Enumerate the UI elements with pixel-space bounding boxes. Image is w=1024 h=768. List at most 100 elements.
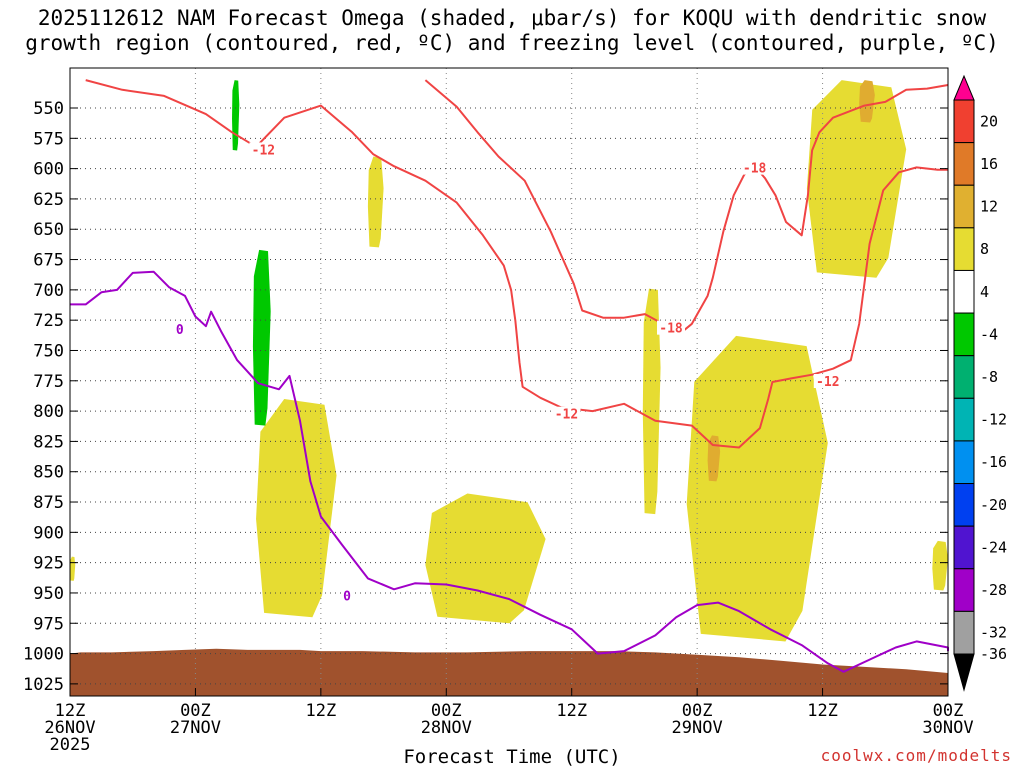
contour-label-bg-4 — [813, 374, 842, 388]
x-tick-label-0-1: 12Z — [55, 701, 86, 721]
contour-label-bg-3 — [552, 406, 581, 421]
x-tick-label-6-1: 12Z — [807, 701, 838, 721]
y-tick-label-7: 725 — [33, 311, 64, 331]
contour-line-1 — [424, 79, 949, 334]
credit-text: coolwx.com/modelts — [820, 746, 1012, 765]
y-tick-label-3: 625 — [33, 190, 64, 210]
contour-label-bg-2 — [657, 320, 686, 335]
y-axis: 550 575 600 625 650 675 700 725 750 775 800 825 850 8… — [23, 99, 948, 695]
x-tick-label-2-1: 12Z — [305, 701, 336, 721]
terrain-fill — [70, 648, 948, 696]
contour-label-1: -18 — [743, 162, 767, 177]
y-tick-label-15: 925 — [33, 554, 64, 574]
omega-shading — [70, 80, 948, 642]
contour-label-2: -18 — [659, 322, 683, 337]
omega-region-5 — [425, 493, 546, 624]
y-tick-label-14: 900 — [33, 523, 64, 543]
y-tick-label-11: 825 — [33, 432, 64, 452]
colorbar-bin-4 — [953, 269, 975, 314]
omega-region-3 — [707, 435, 721, 482]
colorbar-bin-2 — [953, 184, 975, 229]
plot-frame — [69, 67, 949, 697]
contour-label-bg-0 — [249, 142, 278, 157]
x-tick-label-1-1: 00Z — [180, 701, 211, 721]
chart-title: 2025112612 NAM Forecast Omega (shaded, μ… — [0, 6, 1024, 56]
title-line-2: growth region (contoured, red, ºC) and f… — [25, 31, 999, 55]
colorbar-bin-0 — [953, 99, 975, 144]
contour-label-bg-5 — [173, 321, 186, 336]
colorbar-bottom-arrow — [953, 653, 975, 692]
x-tick-label-0-2: 26NOV — [44, 718, 95, 738]
x-tick-label-5-1: 00Z — [682, 701, 713, 721]
omega-region-1 — [859, 80, 875, 123]
omega-region-0 — [806, 80, 907, 278]
colorbar-bin-9 — [953, 483, 975, 527]
colorbar-bin-7 — [953, 397, 975, 442]
omega-region-6 — [256, 398, 337, 618]
colorbar-label-13: -36 — [980, 645, 1007, 663]
colorbar-label-7: -12 — [980, 411, 1007, 429]
y-tick-label-5: 675 — [33, 251, 64, 271]
colorbar: 20 16 12 8 4 -4 -8 -12 -16 -20 -24 -28 -32 -36 — [953, 74, 1007, 692]
omega-region-8 — [932, 540, 948, 591]
colorbar-bin-11 — [953, 568, 975, 612]
omega-region-4 — [642, 288, 661, 515]
x-tick-label-0-3: 2025 — [50, 735, 91, 755]
y-tick-label-19: 1025 — [23, 675, 64, 695]
colorbar-label-2: 12 — [980, 198, 998, 216]
y-tick-label-16: 950 — [33, 584, 64, 604]
contour-label-bg-1 — [740, 160, 769, 175]
omega-region-10 — [232, 80, 240, 151]
y-tick-label-13: 875 — [33, 493, 64, 513]
y-tick-label-10: 800 — [33, 402, 64, 422]
colorbar-bin-8 — [953, 440, 975, 485]
y-tick-label-12: 850 — [33, 463, 64, 483]
y-tick-label-6: 700 — [33, 281, 64, 301]
x-tick-label-3-1: 00Z — [431, 701, 462, 721]
colorbar-bin-3 — [953, 227, 975, 271]
y-tick-label-0: 550 — [33, 99, 64, 119]
omega-region-11 — [252, 249, 271, 426]
x-tick-label-5-2: 29NOV — [672, 718, 723, 738]
colorbar-bin-12 — [953, 610, 975, 655]
colorbar-top-arrow — [953, 74, 975, 101]
contour-label-bg-6 — [340, 588, 353, 603]
y-tick-label-17: 975 — [33, 614, 64, 634]
terrain — [70, 648, 948, 696]
contour-labels: -12 -18 -18 -12 -12 0 0 — [173, 142, 842, 605]
colorbar-label-6: -8 — [980, 368, 998, 386]
title-line-1: 2025112612 NAM Forecast Omega (shaded, μ… — [37, 6, 987, 30]
y-tick-label-9: 775 — [33, 372, 64, 392]
contour-label-3: -12 — [555, 408, 578, 423]
colorbar-label-11: -28 — [980, 581, 1007, 599]
contour-line-2 — [70, 270, 949, 673]
colorbar-label-5: -4 — [980, 325, 998, 343]
colorbar-label-10: -24 — [980, 538, 1007, 556]
colorbar-bin-5 — [953, 312, 975, 357]
colorbar-bin-6 — [953, 355, 975, 399]
x-tick-label-7-2: 30NOV — [922, 718, 973, 738]
x-axis-label: Forecast Time (UTC) — [403, 746, 621, 768]
colorbar-label-8: -16 — [980, 453, 1007, 471]
x-tick-label-1-2: 27NOV — [170, 718, 221, 738]
contour-label-4: -12 — [816, 375, 839, 390]
omega-region-2 — [686, 335, 828, 642]
colorbar-label-0: 20 — [980, 112, 998, 130]
x-tick-label-7-1: 00Z — [933, 701, 964, 721]
y-tick-label-4: 650 — [33, 220, 64, 240]
omega-region-9 — [70, 556, 76, 581]
x-tick-label-4-1: 12Z — [556, 701, 587, 721]
contour-label-6: 0 — [343, 590, 351, 605]
colorbar-label-1: 16 — [980, 155, 998, 173]
y-tick-label-1: 575 — [33, 129, 64, 149]
colorbar-bin-1 — [953, 142, 975, 186]
omega-region-7 — [367, 156, 384, 248]
colorbar-label-3: 8 — [980, 240, 989, 258]
colorbar-bin-10 — [953, 525, 975, 570]
contour-label-0: -12 — [252, 143, 275, 158]
y-tick-label-18: 1000 — [23, 645, 64, 665]
y-tick-label-2: 600 — [33, 160, 64, 180]
colorbar-label-12: -32 — [980, 624, 1007, 642]
